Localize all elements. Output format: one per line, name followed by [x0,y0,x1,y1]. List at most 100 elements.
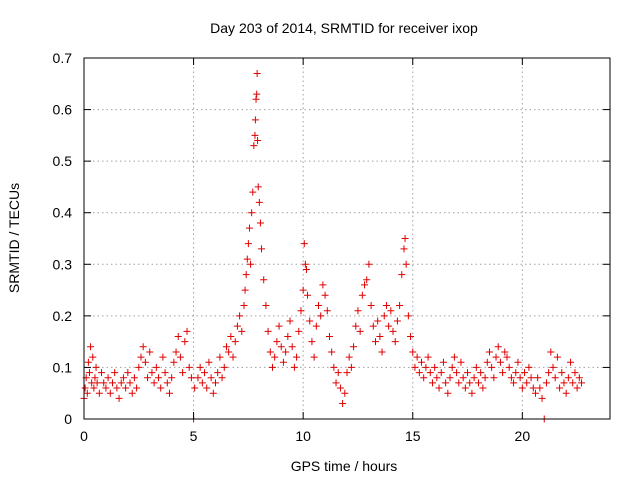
data-point [251,116,259,124]
data-point [428,379,436,387]
data-point [523,379,531,387]
data-point [187,374,195,382]
data-point [483,358,491,366]
data-point [389,327,397,335]
data-point [214,369,222,377]
data-points [80,69,586,423]
data-point [411,363,419,371]
data-point [250,142,258,150]
data-point [81,384,89,392]
data-point [336,384,344,392]
data-point [248,209,256,217]
data-point [369,322,377,330]
data-point [426,369,434,377]
x-axis-label: GPS time / hours [291,458,398,474]
data-point [256,219,264,227]
data-point [185,363,193,371]
data-point [485,348,493,356]
data-point [141,358,149,366]
data-point [319,281,327,289]
data-point [242,271,250,279]
data-point [437,369,445,377]
data-point [174,332,182,340]
chart-title: Day 203 of 2014, SRMTID for receiver ixo… [210,20,478,36]
x-tick-label: 0 [80,428,88,444]
data-point [475,379,482,387]
data-point [567,358,575,366]
data-point [181,338,189,346]
data-point [457,358,465,366]
data-point [183,327,191,335]
data-point [302,265,310,273]
data-point [505,363,513,371]
data-point [115,394,123,402]
data-point [418,358,426,366]
data-point [133,384,141,392]
data-point [492,353,500,361]
data-point [542,379,550,387]
data-point [122,384,130,392]
data-point [290,363,298,371]
data-point [91,374,99,382]
data-point [203,384,211,392]
data-point [176,353,184,361]
data-point [516,374,524,382]
data-point [444,389,452,397]
data-point [310,353,318,361]
data-point [106,389,114,397]
data-point [363,276,371,284]
data-point [231,338,239,346]
data-point [233,322,241,330]
data-point [212,379,219,387]
data-point [387,307,395,315]
data-point [382,302,390,310]
data-point [398,271,406,279]
data-point [282,348,290,356]
plot-frame [83,57,611,420]
data-point [442,379,450,387]
data-point [459,374,467,382]
data-point [205,358,213,366]
data-point [236,312,244,320]
data-point [385,322,393,330]
data-point [477,369,485,377]
data-point [464,369,472,377]
data-point [275,322,283,330]
data-point [341,389,349,397]
data-point [374,317,382,325]
data-point [201,369,209,377]
data-point [378,348,386,356]
data-point [455,379,463,387]
y-axis-label: SRMTID / TECUs [6,183,22,293]
data-point [538,394,546,402]
data-point [229,353,237,361]
data-point [254,137,262,145]
data-point [179,369,187,377]
data-point [422,363,430,371]
data-point [496,358,504,366]
data-point [260,276,268,284]
data-point [402,260,410,268]
data-point [472,363,480,371]
data-point [295,327,303,335]
data-point [163,379,171,387]
data-point [253,90,261,98]
data-point [409,348,417,356]
data-point [268,363,276,371]
data-point [347,363,355,371]
data-point [191,384,199,392]
data-point [334,369,342,377]
data-point [146,348,154,356]
data-point [470,374,478,382]
data-point [549,363,557,371]
data-point [558,369,566,377]
data-point [354,307,362,315]
data-point [424,353,432,361]
data-point [365,260,373,268]
data-point [433,374,441,382]
data-point [128,389,136,397]
data-point [518,384,526,392]
data-point [339,400,347,408]
data-point [273,338,281,346]
data-point [279,358,287,366]
